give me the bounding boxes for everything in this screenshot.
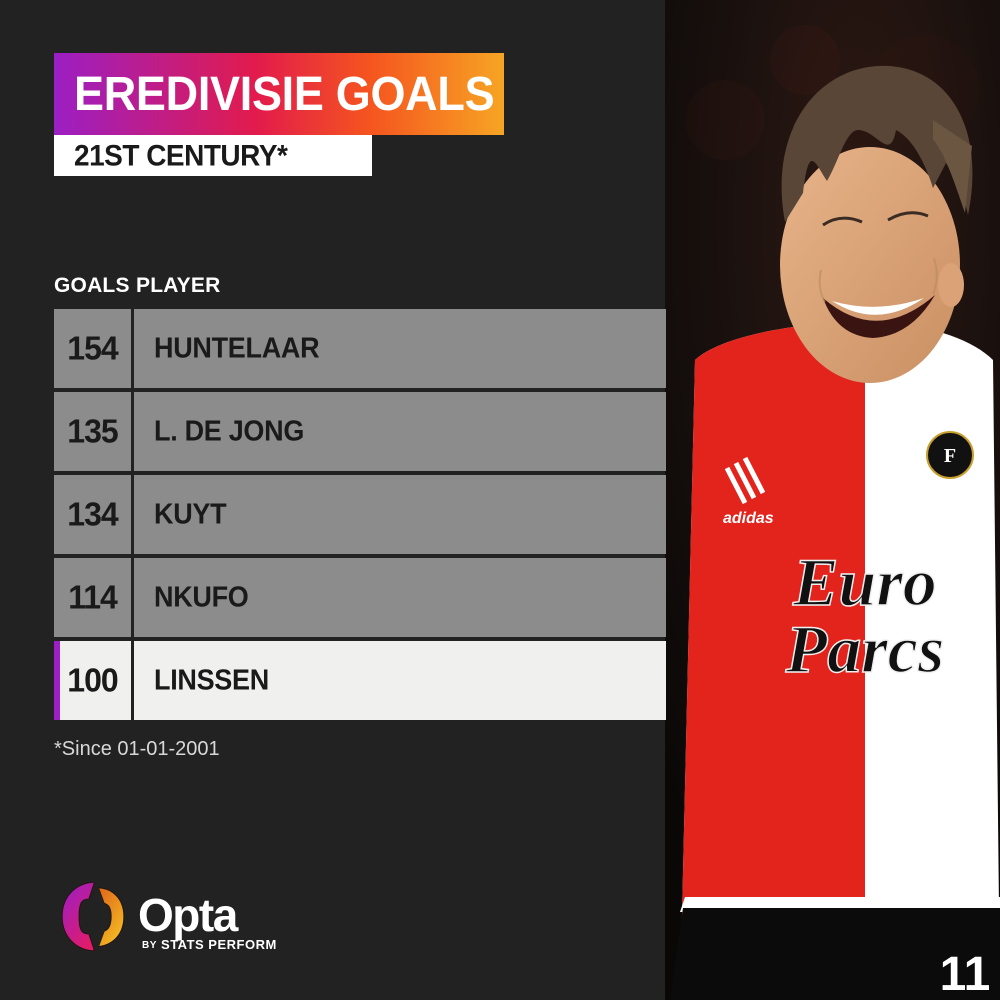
svg-text:Parcs: Parcs — [785, 611, 945, 687]
svg-text:Euro: Euro — [792, 544, 937, 620]
svg-text:11: 11 — [940, 948, 991, 1000]
svg-text:adidas: adidas — [723, 510, 774, 527]
svg-text:F: F — [944, 445, 956, 467]
